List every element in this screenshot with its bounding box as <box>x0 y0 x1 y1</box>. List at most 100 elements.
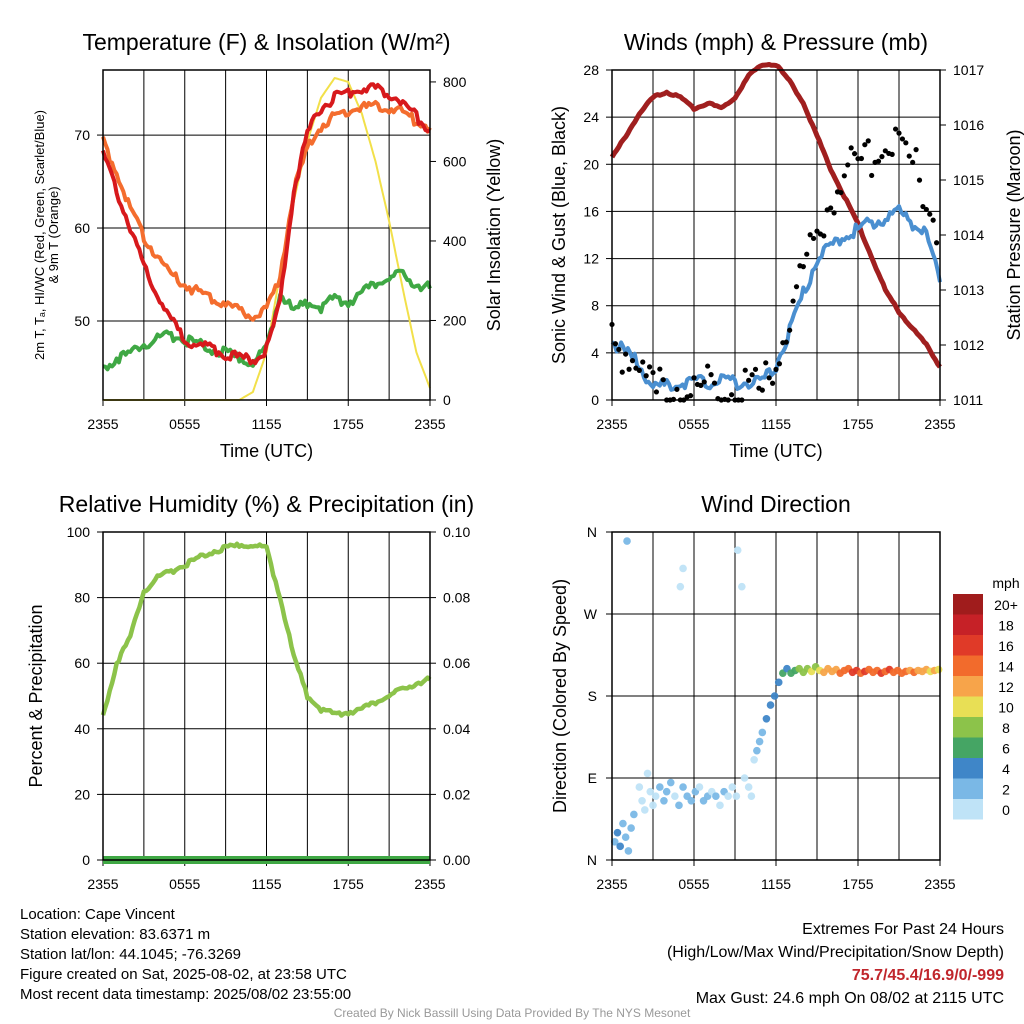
y-right-tick-label: 800 <box>443 74 467 90</box>
y-tick-label: 20 <box>74 786 90 802</box>
y-right-tick-label: 600 <box>443 153 467 169</box>
direction-point <box>666 778 675 787</box>
gust-point <box>746 377 752 383</box>
legend-label: 2 <box>1002 782 1010 798</box>
y-tick-label: 100 <box>67 524 91 540</box>
direction-point <box>635 783 644 791</box>
x-tick-label: 1155 <box>251 876 281 892</box>
y-axis-label: Direction (Colored By Speed) <box>550 579 570 813</box>
y-tick-label: 80 <box>74 590 90 606</box>
gust-point <box>646 364 653 370</box>
gust-point <box>916 177 923 183</box>
direction-point <box>732 792 741 801</box>
x-tick-label: 0555 <box>169 416 200 432</box>
x-tick-label: 1155 <box>251 416 281 432</box>
y-axis-label: 2m T, Tₐ, HI/WC (Red, Green, Scarlet/Blu… <box>32 110 61 360</box>
y-right-axis-label: Solar Insolation (Yellow) <box>484 139 504 331</box>
plot-frame <box>611 69 941 401</box>
gust-point <box>701 379 707 385</box>
y-tick-label: 70 <box>74 127 90 143</box>
x-tick-label: 2355 <box>596 416 627 432</box>
direction-point <box>623 537 631 545</box>
gust-point <box>650 369 656 376</box>
y-right-tick-label: 1016 <box>953 117 984 133</box>
direction-point <box>750 755 758 764</box>
gust-point <box>759 387 765 393</box>
direction-point <box>740 774 749 782</box>
legend-swatch <box>953 655 983 676</box>
gust-point <box>790 298 796 304</box>
gust-point <box>653 389 660 395</box>
x-tick-label: 2355 <box>414 876 445 892</box>
gust-point <box>865 138 871 144</box>
direction-point <box>744 783 753 791</box>
x-tick-label: 0555 <box>169 876 200 892</box>
y-tick-label: 4 <box>591 345 599 361</box>
direction-point <box>716 801 724 810</box>
y-right-tick-label: 1014 <box>953 227 984 243</box>
x-axis-label: Time (UTC) <box>729 441 822 461</box>
gust-point <box>763 360 769 366</box>
gust-point <box>933 240 940 246</box>
legend-swatch <box>953 594 983 615</box>
y-right-tick-label: 0.02 <box>443 786 470 802</box>
y-tick-label: 50 <box>74 313 90 329</box>
y-tick-label: S <box>588 688 597 704</box>
gust-point <box>896 130 902 136</box>
legend-swatch <box>953 737 983 758</box>
y-tick-label: 40 <box>74 721 90 737</box>
direction-point <box>687 796 696 805</box>
gust-point <box>851 151 858 157</box>
direction-point <box>649 801 657 810</box>
y-tick-label: 0 <box>591 392 599 408</box>
y-right-tick-label: 0.10 <box>443 524 470 540</box>
gust-point <box>889 151 895 157</box>
legend-swatch <box>953 717 983 738</box>
gust-point <box>698 382 704 389</box>
series-line-2m-t <box>101 82 431 366</box>
x-tick-label: 2355 <box>414 416 445 432</box>
gust-point <box>845 162 851 168</box>
gust-point <box>875 158 882 164</box>
recent-text: Most recent data timestamp: 2025/08/02 2… <box>20 986 352 1003</box>
legend-swatch <box>953 614 983 635</box>
y-tick-label: N <box>587 852 597 868</box>
gust-point <box>705 363 711 369</box>
gust-point <box>892 126 899 132</box>
direction-point <box>679 564 687 573</box>
gust-point <box>927 211 933 217</box>
x-tick-label: 1155 <box>761 416 791 432</box>
y-right-tick-label: 1011 <box>953 392 983 408</box>
gust-point <box>930 217 936 223</box>
direction-point <box>675 801 683 810</box>
credit-text: Created By Nick Bassill Using Data Provi… <box>333 1006 691 1020</box>
direction-point <box>646 787 655 796</box>
gust-point <box>879 154 885 160</box>
direction-point <box>613 828 622 837</box>
legend-swatch <box>953 696 983 717</box>
legend-swatch <box>953 758 983 779</box>
direction-point <box>627 824 635 832</box>
x-tick-label: 2355 <box>924 416 955 432</box>
gust-point <box>831 210 837 216</box>
elevation-text: Station elevation: 83.6371 m <box>20 926 211 943</box>
y-right-tick-label: 0.08 <box>443 590 470 606</box>
gust-point <box>643 373 649 379</box>
gust-point <box>626 366 632 372</box>
direction-point <box>724 792 732 801</box>
x-tick-label: 1755 <box>333 416 364 432</box>
gust-point <box>616 346 622 353</box>
x-tick-label: 2355 <box>87 876 118 892</box>
gust-point <box>776 361 783 367</box>
direction-point <box>630 810 638 819</box>
direction-point <box>695 783 704 791</box>
y-right-tick-label: 1017 <box>953 62 984 78</box>
direction-point <box>660 796 668 805</box>
gust-point <box>814 228 820 234</box>
y-tick-label: W <box>584 606 598 622</box>
legend-label: 4 <box>1002 761 1010 777</box>
y-tick-label: 12 <box>583 251 599 267</box>
gust-point <box>800 264 806 270</box>
gust-point <box>913 147 919 153</box>
